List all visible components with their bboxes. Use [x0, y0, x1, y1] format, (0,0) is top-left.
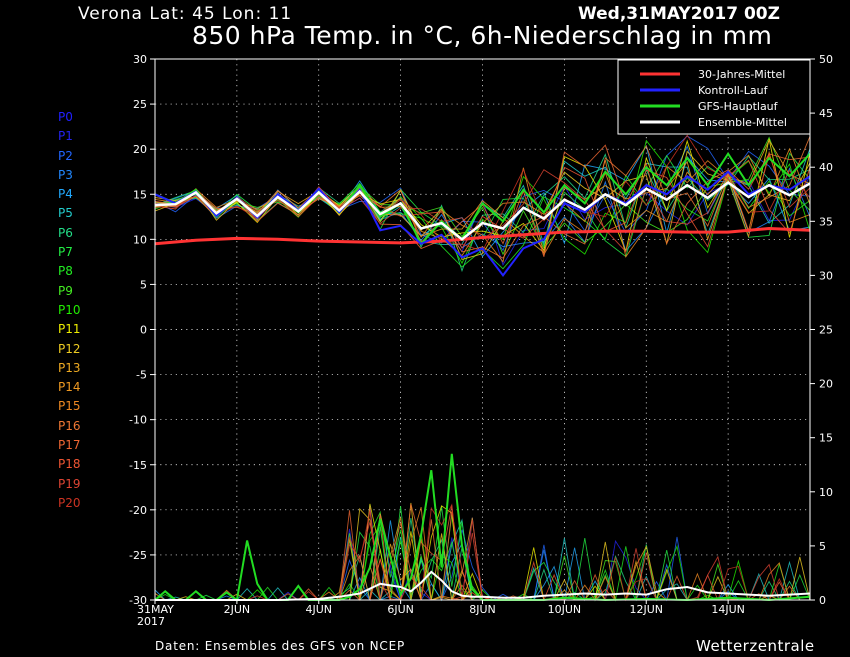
member-label-p11: P11	[58, 322, 81, 337]
member-label-p14: P14	[58, 380, 81, 395]
legend-label: Ensemble-Mittel	[698, 116, 787, 129]
y-left-tick-label: 20	[133, 143, 147, 156]
member-list: P0 P1 P2 P3 P4 P5 P6 P7 P8 P9 P10 P11 P12 P13 P14 P15 P1…	[58, 108, 81, 513]
x-tick-label: 8JUN	[469, 603, 496, 616]
member-label-p1: P1	[58, 129, 73, 144]
y-left-tick-label: -20	[129, 504, 147, 517]
member-label-p20: P20	[58, 495, 81, 510]
location-label: Verona Lat: 45 Lon: 11	[78, 4, 293, 24]
y-left-tick-label: -5	[136, 369, 147, 382]
temp-series-ensemble-mittel	[154, 180, 811, 241]
x-tick-label: 12JUN	[629, 603, 663, 616]
y-left-tick-label: -30	[129, 594, 147, 607]
axis-ticks: 302520151050-5-10-15-20-25-3050454035302…	[129, 53, 833, 628]
y-right-tick-label: 35	[819, 215, 833, 228]
member-label-p10: P10	[58, 302, 81, 317]
brand-label: Wetterzentrale	[696, 637, 815, 655]
member-label-p16: P16	[58, 418, 81, 433]
member-label-p4: P4	[58, 187, 73, 202]
member-label-p15: P15	[58, 399, 81, 414]
x-year-label: 2017	[137, 615, 165, 628]
y-right-tick-label: 50	[819, 53, 833, 66]
highlight-series	[154, 151, 811, 602]
member-label-p6: P6	[58, 225, 73, 240]
member-temp-line-p20	[154, 134, 811, 252]
y-left-tick-label: -25	[129, 549, 147, 562]
x-tick-label: 2JUN	[224, 603, 251, 616]
y-left-tick-label: 25	[133, 98, 147, 111]
y-left-tick-label: 10	[133, 233, 147, 246]
y-right-tick-label: 45	[819, 107, 833, 120]
member-label-p3: P3	[58, 167, 73, 182]
member-label-p9: P9	[58, 283, 73, 298]
member-label-p18: P18	[58, 457, 81, 472]
x-tick-label: 4JUN	[305, 603, 332, 616]
member-label-p12: P12	[58, 341, 81, 356]
legend-label: GFS-Hauptlauf	[698, 100, 779, 113]
run-date-label: Wed,31MAY2017 00Z	[578, 4, 780, 24]
y-right-tick-label: 10	[819, 486, 833, 499]
member-label-p8: P8	[58, 264, 73, 279]
legend-label: 30-Jahres-Mittel	[698, 68, 785, 81]
data-source-label: Daten: Ensembles des GFS von NCEP	[155, 639, 405, 653]
member-precip-line-p19	[155, 521, 810, 601]
member-label-p17: P17	[58, 438, 81, 453]
precip-series-ensemble-mittel	[155, 570, 811, 601]
x-tick-label: 31MAY	[137, 603, 174, 616]
y-right-tick-label: 0	[819, 594, 826, 607]
chart-title: 850 hPa Temp. in °C, 6h-Niederschlag in …	[192, 21, 773, 50]
y-right-tick-label: 20	[819, 378, 833, 391]
y-left-tick-label: 5	[140, 278, 147, 291]
x-tick-label: 14JUN	[711, 603, 745, 616]
member-temp-line-p19	[154, 153, 811, 253]
member-temp-line-p18	[154, 159, 811, 249]
member-temp-line-p16	[154, 136, 811, 259]
y-right-tick-label: 15	[819, 432, 833, 445]
grid-lines	[155, 59, 810, 600]
y-right-tick-label: 5	[819, 540, 826, 553]
member-label-p7: P7	[58, 245, 73, 260]
y-left-tick-label: 0	[140, 324, 147, 337]
member-label-p13: P13	[58, 360, 81, 375]
y-left-tick-label: -15	[129, 459, 147, 472]
member-label-p19: P19	[58, 476, 81, 491]
member-label-p5: P5	[58, 206, 73, 221]
y-right-tick-label: 40	[819, 161, 833, 174]
legend: 30-Jahres-Mittel Kontroll-Lauf GFS-Hauptla…	[617, 59, 811, 135]
legend-label: Kontroll-Lauf	[698, 84, 769, 97]
y-left-tick-label: -10	[129, 414, 147, 427]
member-label-p2: P2	[58, 148, 73, 163]
y-right-tick-label: 25	[819, 324, 833, 337]
y-left-tick-label: 30	[133, 53, 147, 66]
x-tick-label: 10JUN	[548, 603, 582, 616]
member-label-p0: P0	[58, 110, 73, 124]
y-right-tick-label: 30	[819, 269, 833, 282]
y-left-tick-label: 15	[133, 188, 147, 201]
temp-series-30-jahres-mittel	[154, 226, 811, 246]
x-tick-label: 6JUN	[387, 603, 414, 616]
